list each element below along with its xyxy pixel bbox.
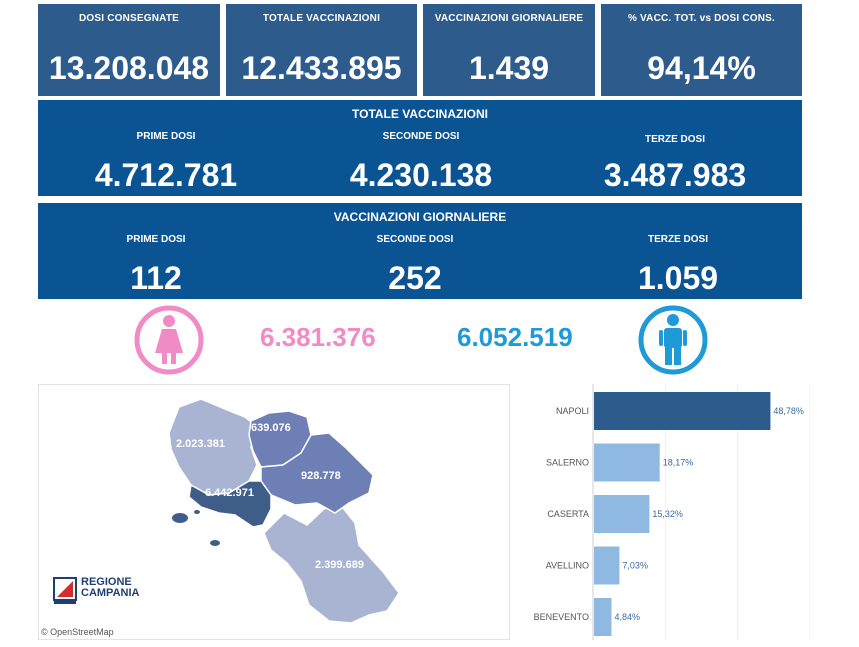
value-label: 4,84% [615, 612, 641, 622]
kpi-vaccinazioni-giornaliere: VACCINAZIONI GIORNALIERE 1.439 [423, 4, 595, 96]
value-label: 18,17% [663, 458, 694, 468]
panel-title: VACCINAZIONI GIORNALIERE [333, 210, 507, 224]
male-value: 6.052.519 [457, 322, 573, 352]
island-ischia [172, 513, 188, 523]
prime-dosi-label: PRIME DOSI [126, 234, 186, 245]
category-label: NAPOLI [556, 406, 589, 416]
kpi-dosi-consegnate: DOSI CONSEGNATE 13.208.048 [38, 4, 220, 96]
map-label-avellino: 928.778 [301, 470, 341, 482]
map-attribution[interactable]: © OpenStreetMap [41, 627, 114, 637]
totale-vaccinazioni-panel: TOTALE VACCINAZIONI PRIME DOSI SECONDE D… [38, 100, 802, 196]
terze-dosi-value: 3.487.983 [603, 157, 747, 193]
seconde-dosi-label: SECONDE DOSI [382, 131, 460, 142]
bar-salerno[interactable] [594, 443, 660, 482]
seconde-dosi-label: SECONDE DOSI [376, 234, 454, 245]
value-label: 7,03% [622, 561, 648, 571]
seconde-dosi-value: 4.230.138 [349, 157, 493, 193]
kpi-label: TOTALE VACCINAZIONI [262, 13, 381, 24]
island-capri [210, 540, 220, 546]
logo-line-1: REGIONE [81, 576, 132, 588]
bar-avellino[interactable] [594, 546, 620, 585]
bar-chart-svg: NAPOLI 48,78% SALERNO 18,17% CASERTA 15,32% AV… [534, 384, 811, 640]
bar-napoli[interactable] [594, 392, 771, 430]
prime-dosi-value: 112 [130, 260, 182, 296]
female-icon [134, 305, 204, 375]
kpi-label: VACCINAZIONI GIORNALIERE [434, 13, 584, 24]
kpi-percentuale: % VACC. TOT. vs DOSI CONS. 94,14% [601, 4, 802, 96]
province-salerno[interactable] [263, 502, 400, 624]
map-label-caserta: 2.023.381 [176, 438, 225, 450]
kpi-value: 94,14% [647, 50, 756, 86]
vaccinazioni-giornaliere-panel: VACCINAZIONI GIORNALIERE PRIME DOSI SECO… [38, 203, 802, 299]
terze-dosi-label: TERZE DOSI [644, 134, 705, 145]
province-caserta[interactable] [168, 398, 258, 496]
category-label: BENEVENTO [534, 612, 589, 622]
kpi-label: % VACC. TOT. vs DOSI CONS. [627, 13, 776, 24]
category-label: CASERTA [547, 509, 589, 519]
regione-emblem-icon [53, 577, 77, 604]
map-label-benevento: 639.076 [251, 422, 291, 434]
seconde-dosi-value: 252 [388, 260, 442, 296]
terze-dosi-value: 1.059 [637, 260, 719, 296]
value-label: 15,32% [652, 509, 683, 519]
kpi-value: 13.208.048 [48, 50, 210, 86]
map-label-napoli: 6.442.971 [205, 487, 254, 499]
campania-map[interactable]: 2.023.381 639.076 928.778 6.442.971 2.39… [38, 384, 510, 640]
prime-dosi-label: PRIME DOSI [136, 131, 196, 142]
male-icon [638, 305, 708, 375]
kpi-value: 1.439 [468, 50, 550, 86]
province-avellino[interactable] [260, 432, 374, 514]
province-bar-chart: NAPOLI 48,78% SALERNO 18,17% CASERTA 15,32% AV… [520, 384, 811, 640]
kpi-totale-vaccinazioni: TOTALE VACCINAZIONI 12.433.895 [226, 4, 417, 96]
value-label: 48,78% [773, 406, 804, 416]
logo-line-2: CAMPANIA [81, 587, 140, 599]
prime-dosi-value: 4.712.781 [94, 157, 238, 193]
island-procida [194, 510, 200, 514]
kpi-value: 12.433.895 [241, 50, 402, 86]
bar-caserta[interactable] [594, 495, 650, 533]
logo-text: REGIONE CAMPANIA [81, 577, 139, 599]
map-svg: 2.023.381 639.076 928.778 6.442.971 2.39… [168, 398, 400, 624]
regione-campania-logo: REGIONE CAMPANIA [53, 577, 153, 609]
province-napoli[interactable] [188, 480, 272, 528]
bar-benevento[interactable] [594, 598, 612, 636]
terze-dosi-label: TERZE DOSI [647, 234, 708, 245]
category-label: SALERNO [546, 458, 589, 468]
panel-title: TOTALE VACCINAZIONI [352, 107, 488, 121]
kpi-label: DOSI CONSEGNATE [78, 13, 180, 24]
map-label-salerno: 2.399.689 [315, 559, 364, 571]
category-label: AVELLINO [546, 561, 589, 571]
female-value: 6.381.376 [260, 322, 376, 352]
